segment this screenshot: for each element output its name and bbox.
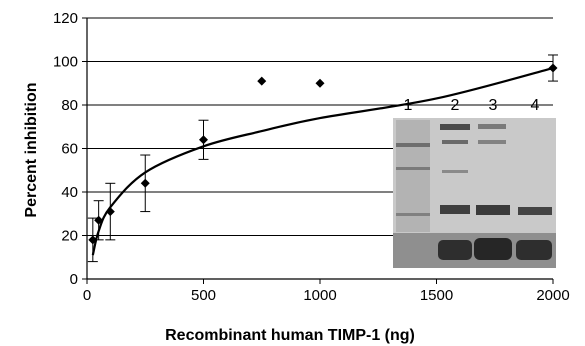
data-point <box>315 78 325 88</box>
data-point <box>257 76 267 86</box>
x-tick-label: 0 <box>83 287 91 304</box>
gel-lane-1-band <box>396 167 430 170</box>
data-points <box>88 63 558 245</box>
y-tick-label: 0 <box>70 271 78 288</box>
y-tick-label: 120 <box>53 10 78 27</box>
y-tick-label: 40 <box>61 184 78 201</box>
data-point <box>105 207 115 217</box>
gel-lane-label: 3 <box>489 97 498 114</box>
gel-lane-1-band <box>396 213 430 216</box>
gel-lane-label: 2 <box>451 97 460 114</box>
gel-lane-4-band <box>518 207 552 215</box>
gel-lane-3-band <box>476 205 510 215</box>
gel-lane-2-lower-band <box>438 240 472 260</box>
y-tick-label: 20 <box>61 228 78 245</box>
data-point <box>199 135 208 145</box>
y-axis-title: Percent inhibition <box>23 82 40 217</box>
y-tick-label: 100 <box>53 54 78 71</box>
x-axis-title: Recombinant human TIMP-1 (ng) <box>165 327 415 344</box>
gel-lane-3-lower-band <box>474 238 512 260</box>
axes <box>82 17 554 284</box>
gel-lane-4-lower-band <box>516 240 552 260</box>
tick-labels: 0 20 40 60 80 100 120 0 500 1000 1500 2000 <box>53 10 570 304</box>
gel-inset <box>393 118 556 268</box>
data-point <box>548 63 558 73</box>
gel-lane-2-band <box>440 124 470 130</box>
gel-lane-2-band <box>442 170 468 173</box>
data-point <box>88 235 98 245</box>
y-tick-label: 60 <box>61 141 78 158</box>
gel-lane-3-band <box>478 124 506 129</box>
gel-lane-2-band <box>440 205 470 214</box>
data-point <box>140 178 150 188</box>
x-tick-label: 1000 <box>303 287 336 304</box>
gel-lane-3-band <box>478 140 506 144</box>
gel-lane-label: 4 <box>531 97 540 114</box>
gel-lane-label: 1 <box>404 97 413 114</box>
gel-lane-1-band <box>396 143 430 147</box>
gel-lane-labels: 1 2 3 4 <box>404 97 540 114</box>
x-tick-label: 500 <box>191 287 216 304</box>
x-tick-label: 2000 <box>536 287 569 304</box>
x-tick-label: 1500 <box>420 287 453 304</box>
y-tick-label: 80 <box>61 97 78 114</box>
data-point <box>94 215 104 225</box>
gel-lane-2-band <box>442 140 468 144</box>
